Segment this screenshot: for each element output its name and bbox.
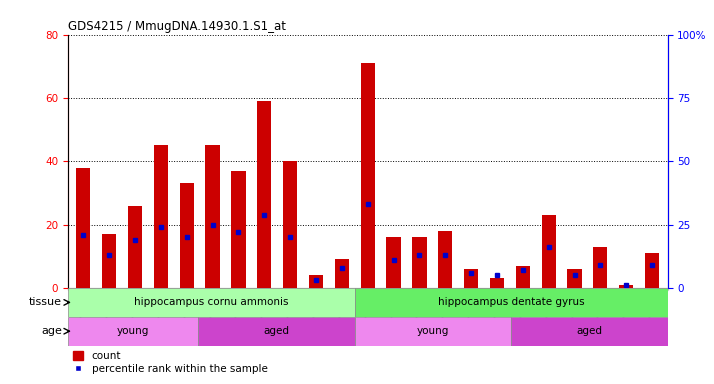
Bar <box>128 206 142 288</box>
Bar <box>386 237 401 288</box>
Text: GDS4215 / MmugDNA.14930.1.S1_at: GDS4215 / MmugDNA.14930.1.S1_at <box>68 20 286 33</box>
Text: hippocampus cornu ammonis: hippocampus cornu ammonis <box>134 297 288 308</box>
Bar <box>593 247 608 288</box>
Bar <box>438 231 453 288</box>
Bar <box>154 146 168 288</box>
Bar <box>464 269 478 288</box>
Bar <box>568 269 582 288</box>
Text: aged: aged <box>263 326 289 336</box>
Bar <box>198 317 355 346</box>
Text: young: young <box>117 326 149 336</box>
Bar <box>68 288 668 290</box>
Bar <box>355 288 668 317</box>
Bar <box>645 253 659 288</box>
Bar <box>361 63 375 288</box>
Bar <box>76 167 91 288</box>
Text: young: young <box>417 326 449 336</box>
Bar <box>511 317 668 346</box>
Bar <box>490 278 504 288</box>
Bar <box>102 234 116 288</box>
Text: aged: aged <box>576 326 603 336</box>
Bar <box>206 146 220 288</box>
Bar <box>619 285 633 288</box>
Legend: count, percentile rank within the sample: count, percentile rank within the sample <box>73 351 268 374</box>
Bar <box>68 317 198 346</box>
Bar <box>309 275 323 288</box>
Bar <box>516 266 530 288</box>
Bar <box>355 317 511 346</box>
Bar <box>335 260 349 288</box>
Bar <box>541 215 555 288</box>
Bar <box>257 101 271 288</box>
Text: hippocampus dentate gyrus: hippocampus dentate gyrus <box>438 297 585 308</box>
Text: tissue: tissue <box>29 297 62 308</box>
Bar <box>412 237 426 288</box>
Bar <box>231 171 246 288</box>
Bar <box>283 161 297 288</box>
Bar <box>68 288 355 317</box>
Bar <box>180 184 194 288</box>
Text: age: age <box>41 326 62 336</box>
